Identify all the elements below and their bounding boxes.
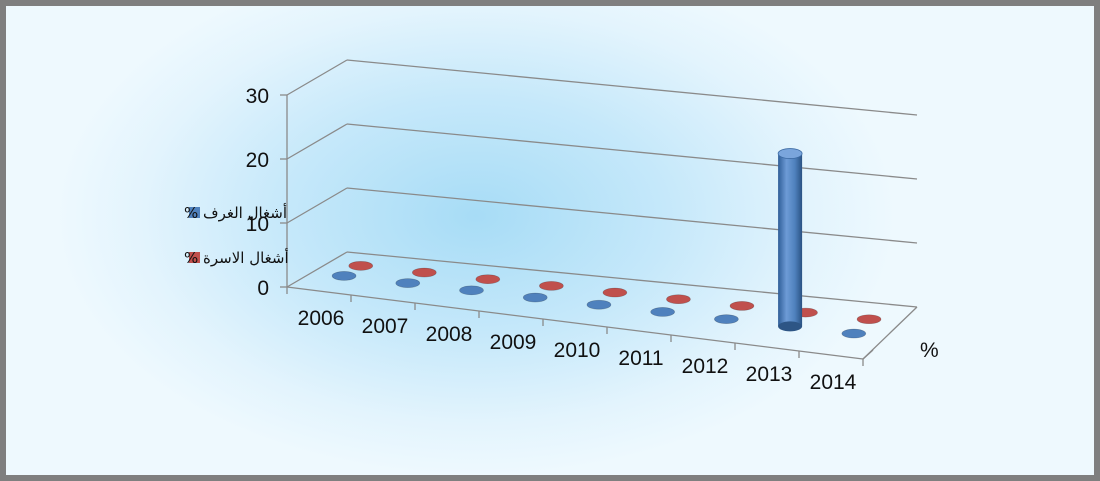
depth-axis-label: %: [920, 339, 939, 362]
axes: [280, 94, 918, 366]
y-tick-label: 20: [246, 149, 269, 172]
data-point: [841, 328, 867, 339]
bar-base: [778, 321, 803, 332]
data-point: [522, 292, 548, 303]
gridline-side: [286, 59, 348, 96]
gridline: [346, 187, 918, 244]
y-tick-label: 30: [246, 85, 269, 108]
data-point: [395, 278, 421, 288]
data-point: [602, 287, 628, 298]
legend-swatch: [189, 252, 200, 263]
gridline: [346, 59, 918, 116]
data-point: [714, 314, 739, 324]
floor-back-edge: [346, 251, 918, 308]
data-point: [475, 274, 501, 284]
legend-swatch: [189, 207, 200, 218]
bar-أشغال الغرف %: [777, 148, 803, 332]
category-label: 2014: [810, 371, 857, 394]
category-label: 2012: [682, 355, 729, 378]
category-label: 2010: [554, 339, 601, 362]
legend: أشغال الغرف % أشغال الاسرة %: [184, 203, 289, 267]
gridline: [346, 123, 918, 180]
data-point: [729, 301, 755, 311]
category-label: 2008: [426, 323, 473, 346]
legend-label: أشغال الاسرة %: [184, 248, 289, 267]
legend-item: أشغال الاسرة %: [184, 248, 289, 267]
gridlines: [286, 59, 918, 288]
category-label: 2007: [362, 315, 409, 338]
data-point: [856, 314, 882, 325]
category-labels: 2006 2007 2008 2009 2010 2011 2012 2013 2014: [298, 307, 857, 394]
gridline-side: [286, 251, 348, 288]
y-tick-label: 10: [246, 213, 269, 236]
bar-body: [778, 153, 803, 327]
category-label: 2006: [298, 307, 345, 330]
x-axis-line: [286, 286, 864, 360]
data-point: [331, 271, 357, 281]
data-point: [348, 261, 374, 271]
category-label: 2011: [618, 347, 663, 370]
legend-item: أشغال الغرف %: [184, 203, 287, 222]
category-label: 2009: [490, 331, 537, 354]
gridline-side: [286, 123, 348, 160]
bar-top: [777, 148, 803, 159]
data-point: [411, 267, 437, 278]
data-point: [539, 281, 564, 291]
data-point: [459, 285, 484, 296]
gridline-side: [286, 187, 348, 224]
legend-label: أشغال الغرف %: [184, 203, 287, 222]
y-tick-label: 0: [257, 277, 269, 300]
data-marks: [331, 148, 882, 339]
category-label: 2013: [746, 363, 793, 386]
data-point: [586, 299, 612, 310]
depth-tick: [862, 349, 874, 360]
data-point: [666, 294, 691, 305]
data-point: [650, 307, 675, 317]
y-tick-labels: 0 10 20 30: [246, 85, 269, 300]
